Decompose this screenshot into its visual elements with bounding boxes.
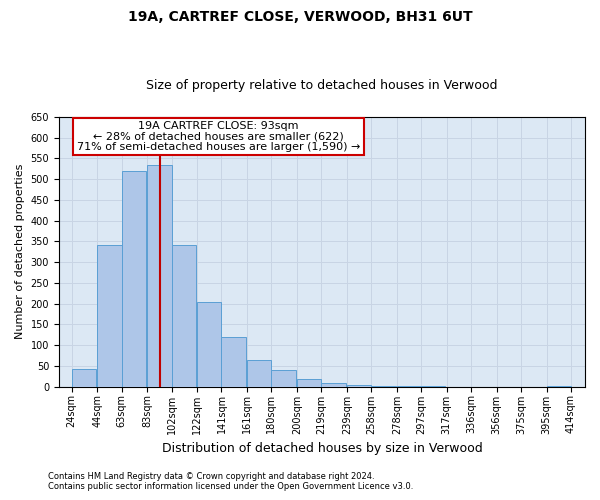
- Text: 19A, CARTREF CLOSE, VERWOOD, BH31 6UT: 19A, CARTREF CLOSE, VERWOOD, BH31 6UT: [128, 10, 472, 24]
- Bar: [297, 379, 322, 386]
- Text: 19A CARTREF CLOSE: 93sqm: 19A CARTREF CLOSE: 93sqm: [138, 121, 299, 131]
- Bar: [147, 164, 172, 386]
- Bar: [322, 382, 346, 386]
- Text: Contains HM Land Registry data © Crown copyright and database right 2024.: Contains HM Land Registry data © Crown c…: [48, 472, 374, 481]
- Text: 71% of semi-detached houses are larger (1,590) →: 71% of semi-detached houses are larger (…: [77, 142, 360, 152]
- Bar: [97, 246, 122, 386]
- Bar: [271, 370, 296, 386]
- Text: Contains public sector information licensed under the Open Government Licence v3: Contains public sector information licen…: [48, 482, 413, 491]
- X-axis label: Distribution of detached houses by size in Verwood: Distribution of detached houses by size …: [161, 442, 482, 455]
- FancyBboxPatch shape: [73, 118, 364, 155]
- Y-axis label: Number of detached properties: Number of detached properties: [15, 164, 25, 340]
- Bar: [197, 302, 221, 386]
- Bar: [221, 337, 246, 386]
- Bar: [122, 171, 146, 386]
- Bar: [72, 369, 96, 386]
- Bar: [347, 385, 371, 386]
- Title: Size of property relative to detached houses in Verwood: Size of property relative to detached ho…: [146, 79, 498, 92]
- Bar: [247, 360, 271, 386]
- Bar: [172, 246, 196, 386]
- Text: ← 28% of detached houses are smaller (622): ← 28% of detached houses are smaller (62…: [93, 132, 344, 141]
